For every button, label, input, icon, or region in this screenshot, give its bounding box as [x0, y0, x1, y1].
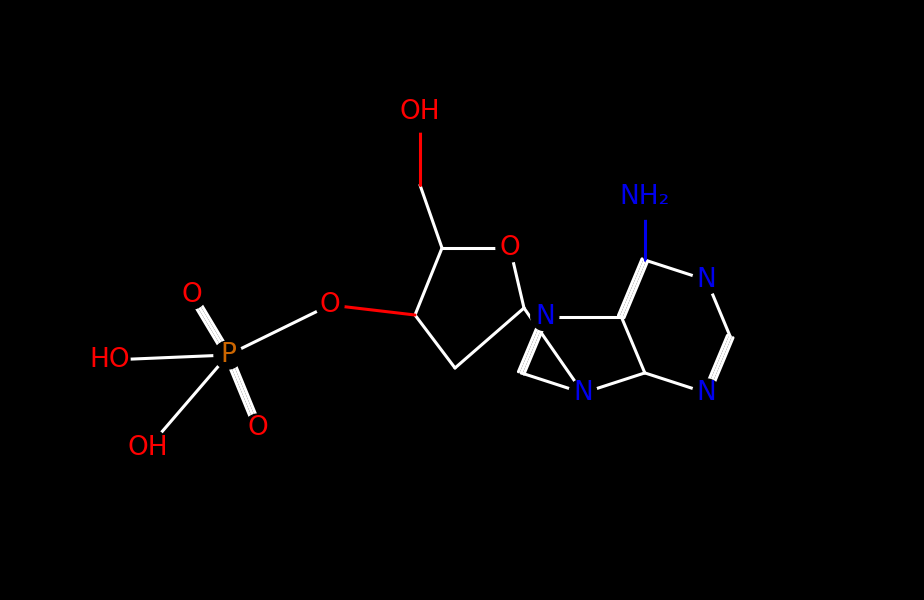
Text: N: N	[535, 304, 554, 329]
Text: O: O	[182, 282, 202, 308]
Text: OH: OH	[128, 435, 168, 461]
Text: OH: OH	[400, 99, 441, 125]
Text: N: N	[697, 380, 716, 406]
Circle shape	[400, 92, 440, 132]
Text: O: O	[248, 415, 268, 441]
Text: HO: HO	[90, 347, 130, 373]
Circle shape	[178, 281, 206, 309]
Circle shape	[90, 340, 130, 380]
Circle shape	[128, 428, 168, 468]
Circle shape	[316, 291, 344, 319]
Circle shape	[496, 234, 524, 262]
Text: NH₂: NH₂	[620, 184, 670, 210]
Text: O: O	[320, 292, 340, 318]
Text: N: N	[697, 267, 716, 293]
Circle shape	[693, 379, 721, 407]
Circle shape	[623, 175, 667, 219]
Text: O: O	[500, 235, 520, 261]
Circle shape	[693, 266, 721, 294]
Circle shape	[244, 414, 272, 442]
Circle shape	[569, 379, 597, 407]
Circle shape	[530, 302, 559, 331]
Text: P: P	[220, 342, 236, 368]
Text: N: N	[573, 380, 593, 406]
Circle shape	[214, 341, 242, 369]
